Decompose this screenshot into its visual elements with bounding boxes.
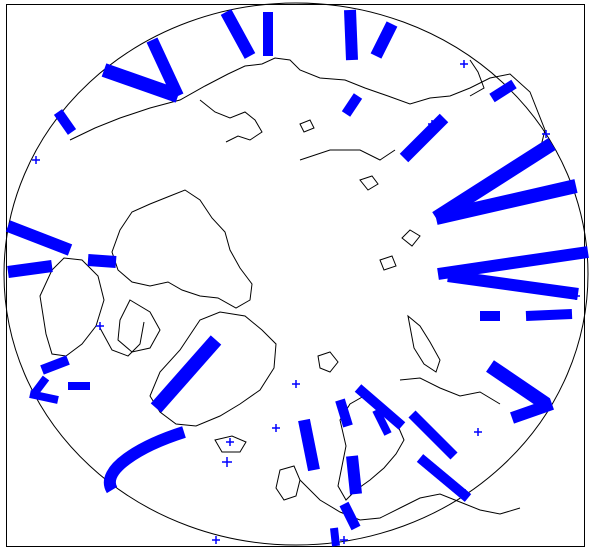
track-segment xyxy=(372,408,392,436)
track-segment xyxy=(335,398,353,428)
track-segment xyxy=(53,109,77,135)
coastlines xyxy=(39,57,546,521)
coastline-europe xyxy=(299,479,521,521)
track-segment xyxy=(432,138,556,224)
track-segment xyxy=(437,246,589,280)
coastline-baffin xyxy=(117,299,161,353)
map-boundary-circle xyxy=(3,2,589,546)
track-segment xyxy=(434,179,578,225)
observation-cross-icon xyxy=(292,380,300,388)
track-segment xyxy=(416,454,472,502)
satellite-tracks xyxy=(5,9,589,547)
track-segment xyxy=(399,113,449,163)
track-segment xyxy=(344,9,358,61)
coastline-novaya-zemlya xyxy=(407,314,441,373)
coastline-wrangel xyxy=(299,119,315,133)
plot-frame xyxy=(6,4,585,547)
observation-cross-icon xyxy=(222,457,232,467)
coastline-siberia xyxy=(69,57,546,151)
track-segment xyxy=(341,93,363,117)
observation-crosses xyxy=(32,60,580,544)
coastline-franz-josef xyxy=(379,255,397,271)
coastline-severnaya xyxy=(401,229,421,247)
observation-cross-icon xyxy=(572,292,580,300)
track-segment xyxy=(354,384,406,430)
observation-cross-icon xyxy=(460,60,468,68)
observation-cross-icon xyxy=(212,536,220,544)
coastline-uk xyxy=(275,465,301,501)
track-segment xyxy=(525,309,573,321)
observation-cross-icon xyxy=(226,438,234,446)
coastline-taymyr xyxy=(199,99,263,143)
track-segment xyxy=(29,390,59,404)
track-segment xyxy=(346,455,362,495)
track-segment xyxy=(87,254,117,268)
coastline-kamchatka xyxy=(469,59,485,97)
observation-cross-icon xyxy=(474,428,482,436)
track-segment xyxy=(101,63,181,103)
track-segment xyxy=(103,426,186,494)
coastline-canadian-archipelago xyxy=(111,189,253,309)
observation-cross-icon xyxy=(272,424,280,432)
track-segment xyxy=(408,410,458,460)
coastline-hudson xyxy=(99,321,145,357)
coastline-svalbard xyxy=(317,351,339,373)
observation-cross-icon xyxy=(460,489,470,499)
track-segment xyxy=(5,220,73,256)
coastline-new-siberian-islands xyxy=(359,175,379,191)
track-segment xyxy=(220,9,256,59)
track-segment xyxy=(370,21,398,59)
coastline-east-siberia xyxy=(299,149,396,161)
observation-cross-icon xyxy=(340,536,348,544)
coastline-western-russia xyxy=(399,377,501,405)
coastline-greenland xyxy=(149,311,277,427)
track-segment xyxy=(40,355,70,375)
track-segment xyxy=(510,398,554,424)
track-segment xyxy=(150,335,222,413)
observation-cross-icon xyxy=(32,156,40,164)
track-segment xyxy=(330,527,340,547)
track-segment xyxy=(146,37,184,99)
track-segment xyxy=(489,79,517,103)
track-segment xyxy=(339,501,361,531)
observation-cross-icon xyxy=(428,120,436,128)
track-segment xyxy=(298,418,320,472)
coastline-alaska xyxy=(39,257,105,357)
track-segment xyxy=(447,270,579,300)
observation-cross-icon xyxy=(96,322,104,330)
track-segment xyxy=(7,260,53,278)
observation-cross-icon xyxy=(542,130,550,138)
track-segment xyxy=(486,360,550,410)
coastline-iceland xyxy=(214,435,247,453)
